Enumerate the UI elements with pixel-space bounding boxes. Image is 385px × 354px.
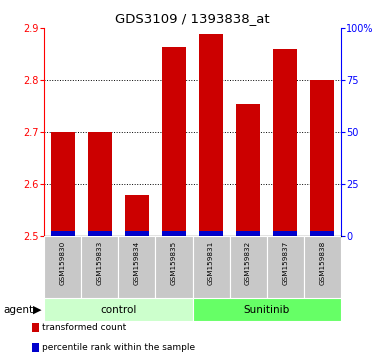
Bar bbox=[304, 236, 341, 298]
Text: GSM159830: GSM159830 bbox=[60, 241, 66, 285]
Bar bbox=[192, 298, 341, 321]
Text: GSM159837: GSM159837 bbox=[282, 241, 288, 285]
Bar bbox=[236, 104, 260, 236]
Text: GSM159835: GSM159835 bbox=[171, 241, 177, 285]
Text: GSM159838: GSM159838 bbox=[319, 241, 325, 285]
Bar bbox=[199, 34, 223, 236]
Bar bbox=[229, 236, 266, 298]
Bar bbox=[273, 232, 297, 236]
Text: GSM159831: GSM159831 bbox=[208, 241, 214, 285]
Text: transformed count: transformed count bbox=[42, 323, 126, 332]
Bar bbox=[44, 236, 81, 298]
Bar bbox=[81, 236, 119, 298]
Text: GSM159833: GSM159833 bbox=[97, 241, 103, 285]
Bar bbox=[273, 49, 297, 236]
Text: percentile rank within the sample: percentile rank within the sample bbox=[42, 343, 195, 352]
Bar bbox=[32, 343, 39, 352]
Bar bbox=[88, 132, 112, 236]
Bar bbox=[162, 232, 186, 236]
Bar bbox=[44, 298, 192, 321]
Text: GSM159832: GSM159832 bbox=[245, 241, 251, 285]
Text: GDS3109 / 1393838_at: GDS3109 / 1393838_at bbox=[115, 12, 270, 25]
Bar bbox=[199, 232, 223, 236]
Bar bbox=[51, 132, 75, 236]
Bar bbox=[310, 232, 334, 236]
Bar bbox=[88, 232, 112, 236]
Bar bbox=[125, 232, 149, 236]
Bar bbox=[310, 80, 334, 236]
Text: agent: agent bbox=[4, 304, 34, 315]
Text: control: control bbox=[100, 304, 137, 315]
Bar bbox=[162, 46, 186, 236]
Text: Sunitinib: Sunitinib bbox=[243, 304, 290, 315]
Text: GSM159834: GSM159834 bbox=[134, 241, 140, 285]
Bar bbox=[32, 323, 39, 332]
Bar bbox=[119, 236, 156, 298]
Bar bbox=[125, 195, 149, 236]
Bar bbox=[236, 232, 260, 236]
Bar bbox=[267, 236, 304, 298]
Bar bbox=[51, 232, 75, 236]
Bar bbox=[156, 236, 192, 298]
Bar bbox=[192, 236, 229, 298]
Text: ▶: ▶ bbox=[33, 304, 41, 315]
